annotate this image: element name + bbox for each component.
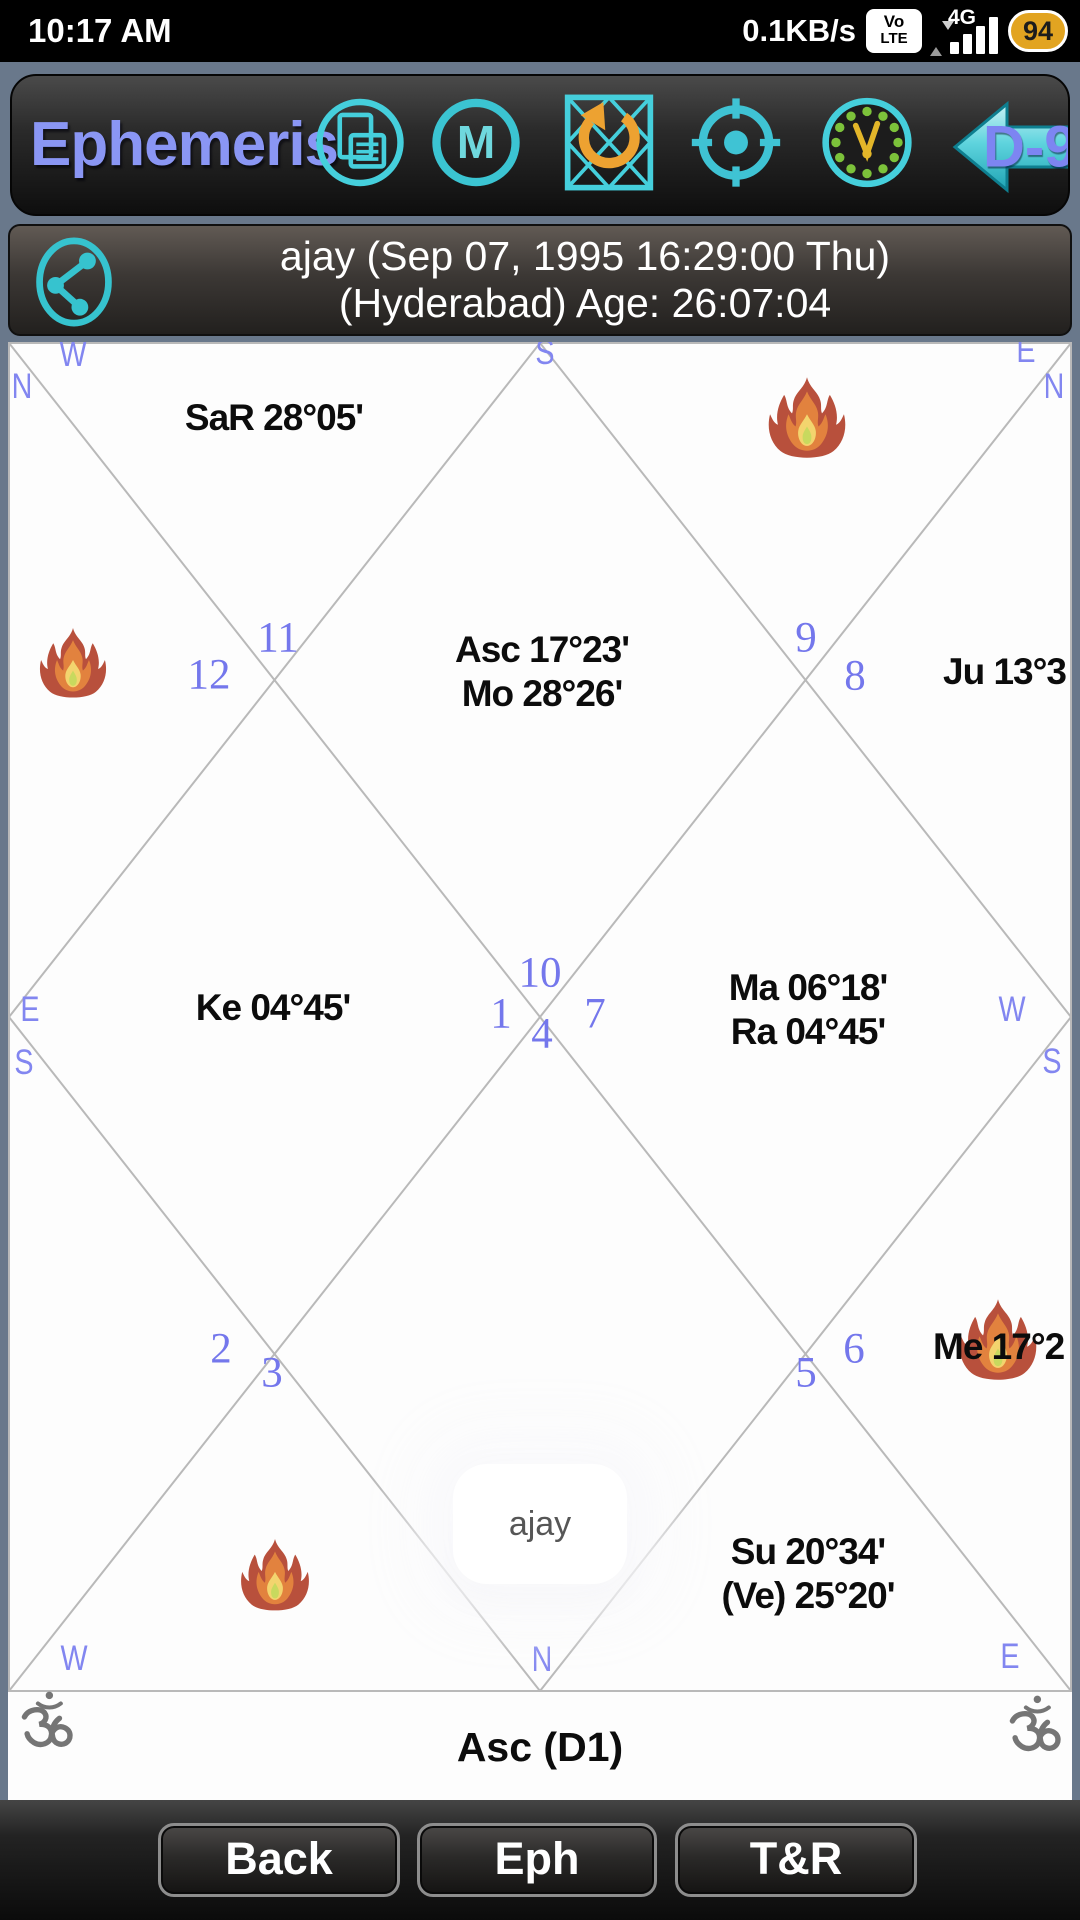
status-bar: 10:17 AM 0.1KB/s Vo LTE 4G 94 — [0, 0, 1080, 62]
compass-label: W — [59, 342, 87, 374]
house-number: 11 — [257, 614, 299, 662]
north-indian-chart[interactable]: W N S E N E S W S W N E 11 12 9 8 10 1 4… — [8, 342, 1072, 1800]
clock-icon[interactable] — [820, 96, 914, 195]
planet-ketu: Ke 04°45' — [195, 987, 351, 1028]
house-number: 4 — [531, 1010, 553, 1058]
network-type-label: 4G — [948, 6, 977, 29]
native-info-bar[interactable]: ajay (Sep 07, 1995 16:29:00 Thu) (Hydera… — [8, 224, 1072, 336]
house-number: 9 — [795, 614, 817, 662]
compass-label: N — [11, 367, 33, 406]
planet-sun: Su 20°34' — [730, 1531, 886, 1572]
eph-button[interactable]: Eph — [417, 1823, 657, 1897]
app-toolbar: Ephemeris M — [10, 74, 1070, 216]
native-name-chip: ajay — [453, 1464, 627, 1584]
house-number: 6 — [843, 1325, 865, 1373]
d9-label: D-9 — [983, 114, 1070, 180]
birth-details: ajay (Sep 07, 1995 16:29:00 Thu) (Hydera… — [110, 226, 1060, 334]
planet-mercury: Me 17°2 — [933, 1326, 1065, 1367]
compass-label: N — [531, 1640, 553, 1679]
data-traffic-arrows-icon — [930, 21, 954, 56]
compass-label: S — [14, 1043, 34, 1082]
house-number: 12 — [187, 651, 231, 699]
target-icon[interactable] — [690, 97, 782, 194]
chart-grid-lines — [8, 342, 1072, 1692]
clock-time: 10:17 AM — [28, 12, 172, 49]
planet-moon: Mo 28°26' — [461, 673, 624, 714]
fire-icon — [763, 376, 851, 469]
house-number: 8 — [844, 652, 866, 700]
back-button[interactable]: Back — [158, 1823, 400, 1897]
house-number: 1 — [490, 990, 512, 1038]
compass-label: S — [535, 342, 555, 372]
birth-details-line1: ajay (Sep 07, 1995 16:29:00 Thu) — [279, 233, 891, 279]
battery-percent: 94 — [1022, 16, 1054, 46]
house-number: 5 — [795, 1349, 817, 1397]
house-number: 7 — [584, 990, 606, 1038]
compass-label: W — [60, 1639, 88, 1678]
fire-icon — [35, 627, 111, 708]
compass-label: N — [1043, 367, 1065, 406]
network-speed: 0.1KB/s — [742, 13, 856, 48]
signal-strength-icon — [950, 16, 1002, 54]
volte-icon: Vo LTE — [866, 9, 922, 53]
native-name: ajay — [508, 1504, 572, 1543]
back-to-d9-button[interactable]: D-9 — [947, 94, 1070, 200]
ascendant-degree: Asc 17°23' — [454, 629, 630, 670]
chart-refresh-icon[interactable] — [562, 93, 656, 198]
birth-details-line2: (Hyderabad) Age: 26:07:04 — [338, 280, 832, 326]
compass-label: E — [20, 990, 40, 1029]
share-icon[interactable] — [32, 234, 116, 330]
house-number: 10 — [518, 949, 562, 997]
transit-button[interactable]: T&R — [675, 1823, 917, 1897]
m-icon-letter: M — [457, 116, 495, 168]
compass-label: S — [1042, 1042, 1062, 1081]
compass-label: W — [998, 990, 1026, 1029]
planet-jupiter: Ju 13°3 — [943, 651, 1067, 692]
fire-icon — [236, 1538, 314, 1621]
planet-venus-combust: (Ve) 25°20' — [721, 1575, 895, 1616]
app-title: Ephemeris — [30, 110, 339, 179]
ephemeris-pages-icon[interactable] — [314, 97, 406, 194]
bottom-button-bar: Back Eph T&R — [0, 1800, 1080, 1920]
house-number: 3 — [261, 1349, 283, 1397]
planet-saturn-retro: SaR 28°05' — [184, 397, 364, 438]
house-number: 2 — [210, 1325, 232, 1373]
battery-icon: 94 — [1008, 10, 1068, 52]
matching-m-icon[interactable]: M — [430, 97, 522, 194]
planet-mars: Ma 06°18' — [728, 967, 889, 1008]
chart-type-label: Asc (D1) — [456, 1724, 624, 1770]
compass-label: E — [1016, 342, 1036, 370]
left-arrow-icon — [952, 100, 1068, 194]
compass-label: E — [1000, 1637, 1020, 1676]
planet-rahu: Ra 04°45' — [730, 1011, 886, 1052]
